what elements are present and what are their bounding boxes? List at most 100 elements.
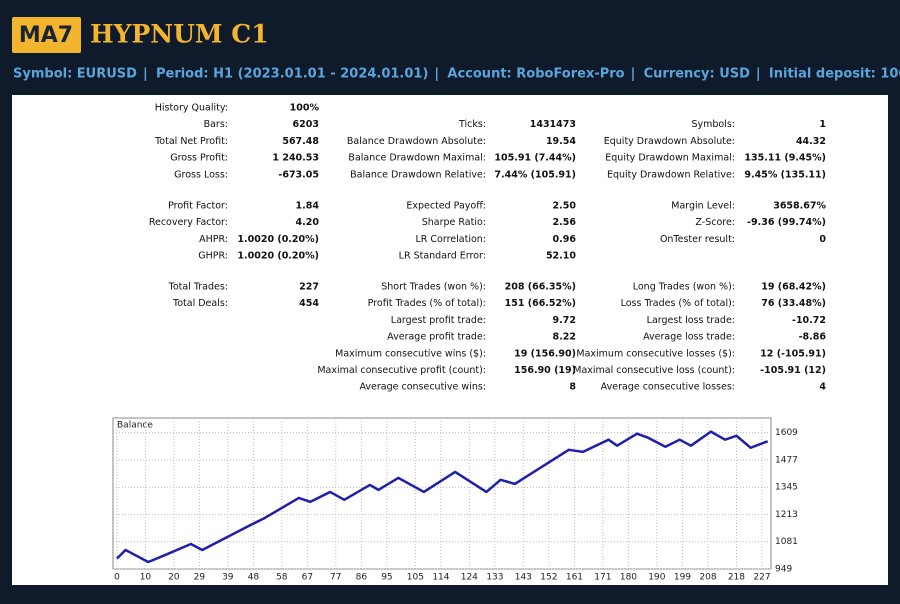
stat-value: -8.86 [799, 332, 827, 343]
x-tick-label: 67 [302, 573, 313, 583]
stat-label: Maximum consecutive wins ($): [335, 348, 486, 359]
stat-value: -105.91 (12) [760, 365, 826, 376]
balance-line [116, 430, 769, 564]
info-item: Period: H1 (2023.01.01 - 2024.01.01) [156, 67, 428, 82]
stat-label: Expected Payoff: [406, 201, 486, 212]
stat-value: 6203 [293, 119, 319, 130]
x-tick-label: 39 [222, 573, 234, 583]
stat-value: 567.48 [282, 136, 319, 147]
stat-value: 105.91 (7.44%) [494, 153, 576, 164]
stat-label: Bars: [204, 119, 228, 130]
stat-value: -10.72 [792, 315, 826, 326]
stat-value: 9.72 [553, 315, 576, 326]
stat-label: Total Deals: [172, 298, 228, 309]
y-tick-label: 1081 [775, 537, 798, 547]
stat-value: -9.36 (99.74%) [747, 217, 826, 228]
x-tick-label: 218 [728, 573, 745, 583]
stat-label: Equity Drawdown Relative: [607, 169, 735, 180]
stat-value: 1 240.53 [272, 153, 319, 164]
x-tick-label: 133 [486, 573, 503, 583]
x-tick-label: 48 [248, 573, 260, 583]
stat-label: Largest profit trade: [391, 315, 486, 326]
info-item: Symbol: EURUSD [13, 67, 137, 82]
x-tick-label: 171 [594, 573, 611, 583]
separator: | [756, 67, 761, 82]
stat-label: AHPR: [199, 234, 228, 245]
stat-value: 19.54 [546, 136, 576, 147]
x-tick-label: 124 [461, 573, 478, 583]
x-tick-label: 180 [620, 573, 637, 583]
stat-label: Profit Factor: [168, 201, 228, 212]
stat-value: 7.44% (105.91) [494, 169, 576, 180]
stat-label: Largest loss trade: [647, 315, 735, 326]
stat-value: 135.11 (9.45%) [744, 153, 826, 164]
x-tick-label: 29 [194, 573, 206, 583]
y-tick-label: 1345 [775, 483, 798, 493]
stat-value: 44.32 [796, 136, 826, 147]
x-tick-label: 0 [114, 573, 120, 583]
stat-value: 151 (66.52%) [505, 298, 576, 309]
stat-value: 52.10 [546, 251, 576, 262]
x-tick-label: 114 [432, 573, 449, 583]
stat-value: 1 [819, 119, 826, 130]
stat-value: 156.90 (19) [514, 365, 576, 376]
stat-value: 8.22 [553, 332, 576, 343]
separator: | [631, 67, 636, 82]
stat-value: 100% [290, 103, 320, 114]
x-tick-label: 86 [356, 573, 368, 583]
stat-label: Symbols: [691, 119, 735, 130]
logo-box [12, 17, 81, 53]
stat-label: Recovery Factor: [149, 217, 228, 228]
plot-area [112, 417, 772, 570]
y-tick-label: 1477 [775, 455, 798, 465]
stat-label: Equity Drawdown Maximal: [605, 153, 735, 164]
stat-value: 0 [819, 234, 826, 245]
stat-label: OnTester result: [660, 234, 735, 245]
y-tick-label: 1609 [775, 428, 798, 438]
stat-label: Gross Profit: [170, 153, 228, 164]
stat-value: -673.05 [278, 169, 319, 180]
stat-label: Sharpe Ratio: [422, 217, 486, 228]
stat-value: 8 [569, 382, 576, 393]
stat-value: 12 (-105.91) [760, 348, 826, 359]
stat-value: 9.45% (135.11) [744, 169, 826, 180]
stat-label: Profit Trades (% of total): [368, 298, 486, 309]
stat-label: LR Correlation: [416, 234, 487, 245]
stat-value: 454 [299, 298, 319, 309]
stat-label: History Quality: [155, 103, 228, 114]
separator: | [143, 67, 148, 82]
x-tick-label: 143 [515, 573, 532, 583]
x-tick-label: 10 [140, 573, 152, 583]
stat-label: Total Net Profit: [154, 136, 228, 147]
stat-label: Average loss trade: [643, 332, 735, 343]
stat-value: 0.96 [553, 234, 577, 245]
info-item: Initial deposit: 1000 [769, 67, 900, 82]
title: HYPNUM C1 [90, 20, 269, 49]
stat-label: GHPR: [198, 251, 228, 262]
x-tick-label: 77 [330, 573, 341, 583]
x-tick-label: 227 [753, 573, 770, 583]
stat-label: Maximal consecutive profit (count): [317, 365, 486, 376]
stat-value: 3658.67% [773, 201, 826, 212]
x-tick-label: 199 [674, 573, 691, 583]
stat-label: Equity Drawdown Absolute: [604, 136, 735, 147]
stat-label: LR Standard Error: [399, 251, 486, 262]
x-tick-label: 105 [407, 573, 424, 583]
chart-title: Balance [117, 421, 153, 431]
stat-value: 4 [819, 382, 826, 393]
stat-value: 1.0020 (0.20%) [237, 234, 319, 245]
info-item: Currency: USD [644, 67, 751, 82]
stat-value: 208 (66.35%) [505, 282, 576, 293]
x-tick-label: 95 [381, 573, 392, 583]
x-tick-label: 208 [699, 573, 716, 583]
y-tick-label: 1213 [775, 510, 798, 520]
x-tick-label: 58 [276, 573, 288, 583]
stat-value: 1431473 [530, 119, 576, 130]
stat-label: Margin Level: [671, 201, 735, 212]
stat-label: Average consecutive wins: [359, 382, 486, 393]
stat-value: 4.20 [296, 217, 320, 228]
stat-label: Balance Drawdown Absolute: [347, 136, 486, 147]
stat-label: Loss Trades (% of total): [621, 298, 735, 309]
stat-label: Ticks: [458, 119, 486, 130]
